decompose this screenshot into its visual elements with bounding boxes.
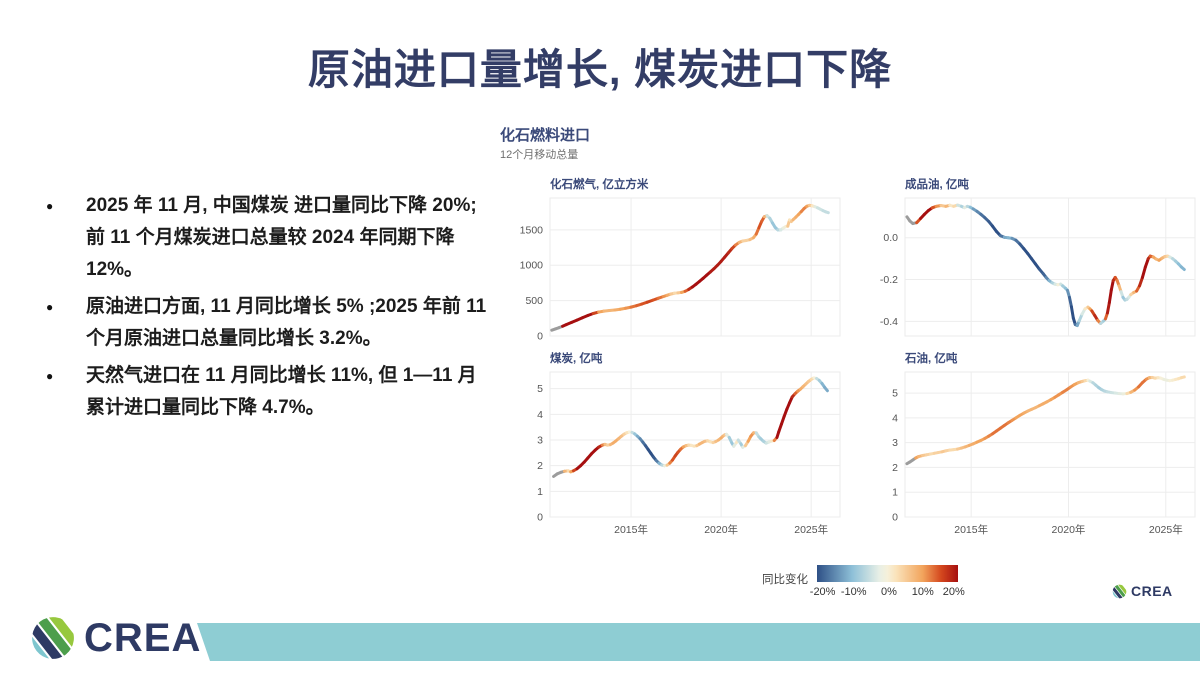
refined-oil-line-chart: 0.0 -0.2 -0.4 xyxy=(880,197,1196,337)
svg-text:0: 0 xyxy=(892,512,898,524)
chart-panel-refined-oil: 成品油, 亿吨 0.0 -0.2 -0.4 xyxy=(855,176,1200,344)
crea-logo-text: CREA xyxy=(84,615,202,660)
svg-text:0: 0 xyxy=(537,331,543,343)
svg-text:2020年: 2020年 xyxy=(1052,523,1086,536)
svg-text:5: 5 xyxy=(537,383,543,395)
bullet-text: 原油进口方面, 11 月同比增长 5% ;2025 年前 11 个月原油进口总量… xyxy=(86,296,487,349)
chart-panel-gas: 化石燃气, 亿立方米 0 500 1000 1500 xyxy=(500,176,850,344)
chart-panel-coal: 煤炭, 亿吨 0 1 2 3 4 5 2015年 2020年 2025年 xyxy=(500,350,850,540)
chart-panel-crude-oil: 石油, 亿吨 0 1 2 3 4 5 2015年 2020年 2025年 xyxy=(855,350,1200,540)
legend-label: 同比变化 xyxy=(762,574,808,586)
chart-title-gas: 化石燃气, 亿立方米 xyxy=(550,179,649,191)
svg-text:0.0: 0.0 xyxy=(883,232,898,244)
svg-text:1: 1 xyxy=(537,486,543,498)
svg-text:2025年: 2025年 xyxy=(794,523,828,536)
svg-text:2: 2 xyxy=(537,460,543,472)
svg-text:1000: 1000 xyxy=(520,260,544,272)
svg-text:2: 2 xyxy=(892,462,898,474)
legend-tick: -10% xyxy=(840,586,867,598)
svg-text:-0.4: -0.4 xyxy=(880,316,898,328)
crea-logo-icon xyxy=(1112,583,1127,599)
chart-title-coal: 煤炭, 亿吨 xyxy=(550,353,603,365)
svg-text:2015年: 2015年 xyxy=(954,523,988,536)
bullet-item: ● 2025 年 11 月, 中国煤炭 进口量同比下降 20%;前 11 个月煤… xyxy=(46,190,494,286)
legend-tick: 0% xyxy=(880,586,897,598)
bullet-list: ● 2025 年 11 月, 中国煤炭 进口量同比下降 20%;前 11 个月煤… xyxy=(46,190,494,429)
svg-text:500: 500 xyxy=(525,295,543,307)
svg-text:3: 3 xyxy=(537,435,543,447)
svg-text:1: 1 xyxy=(892,487,898,499)
bullet-item: ● 原油进口方面, 11 月同比增长 5% ;2025 年前 11 个月原油进口… xyxy=(46,291,494,355)
chart-title-crude-oil: 石油, 亿吨 xyxy=(905,353,958,365)
gas-line-chart: 0 500 1000 1500 xyxy=(520,197,841,343)
bullet-marker-icon: ● xyxy=(46,199,54,213)
legend-tick: -20% xyxy=(809,586,836,598)
bullet-marker-icon: ● xyxy=(46,300,54,314)
bullet-text: 2025 年 11 月, 中国煤炭 进口量同比下降 20%;前 11 个月煤炭进… xyxy=(86,195,477,280)
chart-title-refined-oil: 成品油, 亿吨 xyxy=(905,179,969,191)
footer-logo: CREA xyxy=(30,615,201,661)
bullet-text: 天然气进口在 11 月同比增长 11%, 但 1—11 月累计进口量同比下降 4… xyxy=(86,365,477,418)
svg-text:2015年: 2015年 xyxy=(614,523,648,536)
svg-text:2020年: 2020年 xyxy=(704,523,738,536)
chart-watermark: CREA xyxy=(1112,583,1173,599)
svg-text:4: 4 xyxy=(537,409,543,421)
crude-oil-line-chart: 0 1 2 3 4 5 2015年 2020年 2025年 xyxy=(892,371,1196,536)
coal-line-chart: 0 1 2 3 4 5 2015年 2020年 2025年 xyxy=(537,371,841,536)
footer-band xyxy=(197,623,1200,661)
svg-text:-0.2: -0.2 xyxy=(880,274,898,286)
legend-tick: 20% xyxy=(942,586,965,598)
legend-tick: 10% xyxy=(911,586,934,598)
svg-text:5: 5 xyxy=(892,388,898,400)
crea-logo-text: CREA xyxy=(1131,583,1173,599)
svg-text:4: 4 xyxy=(892,412,898,424)
svg-text:0: 0 xyxy=(537,512,543,524)
page-title: 原油进口量增长, 煤炭进口下降 xyxy=(307,46,893,93)
figure-title: 化石燃料进口 xyxy=(500,127,591,144)
svg-text:1500: 1500 xyxy=(520,224,544,236)
svg-text:2025年: 2025年 xyxy=(1149,523,1183,536)
figure-subtitle: 12个月移动总量 xyxy=(500,149,579,161)
bullet-item: ● 天然气进口在 11 月同比增长 11%, 但 1—11 月累计进口量同比下降… xyxy=(46,360,494,424)
bullet-marker-icon: ● xyxy=(46,369,54,383)
svg-text:3: 3 xyxy=(892,437,898,449)
crea-logo-icon xyxy=(30,615,76,661)
legend-colorbar xyxy=(817,565,958,582)
legend-ticks: -20% -10% 0% 10% 20% xyxy=(810,586,965,600)
